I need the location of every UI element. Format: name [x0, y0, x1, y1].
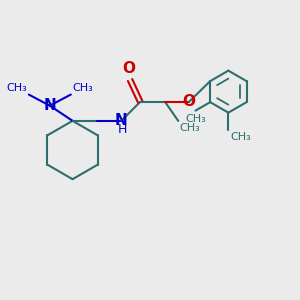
- Text: H: H: [118, 123, 127, 136]
- Text: O: O: [122, 61, 135, 76]
- Text: CH₃: CH₃: [180, 123, 200, 133]
- Text: CH₃: CH₃: [185, 114, 206, 124]
- Text: N: N: [115, 113, 128, 128]
- Text: CH₃: CH₃: [7, 83, 27, 93]
- Text: N: N: [44, 98, 56, 113]
- Text: O: O: [182, 94, 196, 109]
- Text: CH₃: CH₃: [72, 83, 93, 93]
- Text: CH₃: CH₃: [231, 133, 251, 142]
